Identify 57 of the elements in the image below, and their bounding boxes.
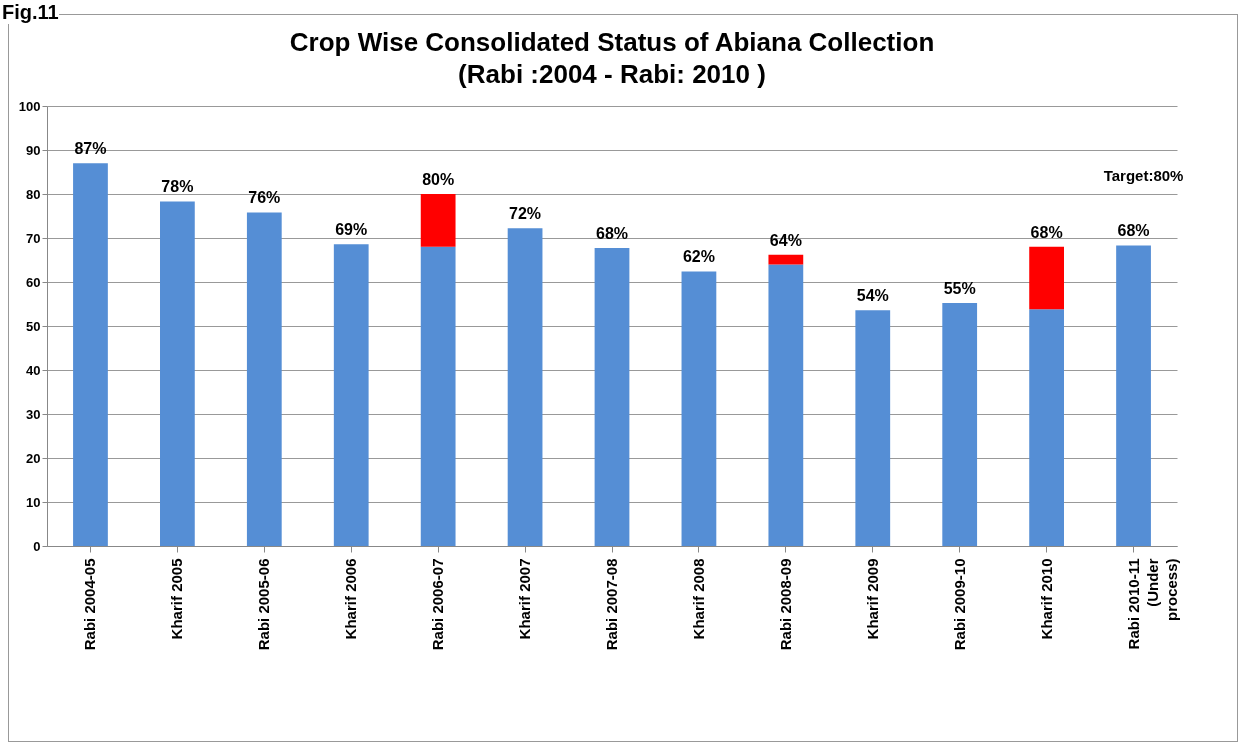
total-label: 68% [1030, 223, 1063, 241]
bar [1029, 309, 1064, 546]
x-tick-label: Rabi 2007-08 [603, 558, 620, 651]
x-tick-label: Kharif 2007 [516, 558, 534, 640]
bar [73, 163, 108, 546]
y-tick-label: 20 [26, 450, 41, 466]
bar [420, 246, 456, 546]
y-tick-label: 30 [26, 406, 41, 422]
y-tick-label: 100 [18, 98, 41, 114]
bar [681, 271, 717, 546]
chart-subtitle: (Rabi :2004 - Rabi: 2010 ) [458, 59, 766, 89]
y-tick-label: 90 [26, 142, 41, 158]
x-tick-label: Rabi 2004-05 [81, 558, 99, 651]
total-label: 78% [161, 178, 194, 196]
x-tick-label: Rabi 2005-06 [255, 558, 273, 651]
x-tick-label: Kharif 2009 [863, 558, 881, 640]
total-label: 55% [943, 280, 976, 298]
bar [594, 248, 630, 546]
bar [246, 212, 282, 546]
total-label: 69% [335, 221, 368, 239]
chart-title: Crop Wise Consolidated Status of Abiana Collection [289, 27, 935, 57]
bar [333, 244, 369, 546]
total-label: 68% [1117, 222, 1150, 240]
data-label: 64% [769, 231, 802, 249]
bar [768, 254, 804, 265]
caption: Fig.11 [2, 0, 59, 24]
bar [855, 310, 891, 546]
annotation: Target:80% [1103, 167, 1184, 184]
x-tick-label: Rabi 2010-11 (Under process) [1124, 558, 1180, 650]
bar [1029, 246, 1064, 310]
total-label: 87% [74, 140, 107, 158]
bar [507, 228, 543, 546]
total-label: 76% [248, 189, 281, 207]
y-tick-label: 10 [26, 494, 41, 510]
total-label: 80% [422, 171, 455, 188]
x-tick-label: Rabi 2008-09 [776, 558, 794, 651]
total-label: 72% [509, 205, 542, 223]
bar [768, 264, 804, 546]
y-tick-label: 60 [26, 274, 41, 290]
bar [420, 194, 456, 247]
y-tick-label: 70 [26, 230, 41, 246]
bar [942, 303, 978, 546]
bar [160, 201, 195, 546]
total-label: 68% [595, 225, 629, 243]
bar [1116, 245, 1151, 546]
y-tick-label: 80 [26, 186, 41, 202]
y-tick-label: 50 [26, 318, 41, 334]
total-label: 54% [856, 287, 889, 305]
total-label: 62% [682, 248, 715, 266]
x-tick-label: Kharif 2006 [342, 558, 360, 640]
x-tick-label: Rabi 2006-07 [429, 558, 447, 651]
x-tick-label: Kharif 2010 [1037, 558, 1055, 640]
x-tick-label: Kharif 2005 [168, 558, 186, 640]
y-tick-label: 0 [33, 538, 41, 554]
x-tick-label: Kharif 2008 [689, 558, 707, 640]
y-tick-label: 40 [26, 362, 41, 378]
x-tick-label: Rabi 2009-10 [950, 558, 968, 651]
